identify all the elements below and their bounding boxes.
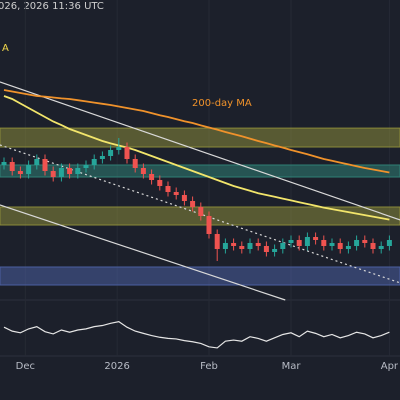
candle-body (83, 165, 89, 168)
candle-body (1, 162, 7, 165)
candle-body (173, 192, 179, 195)
candle-body (280, 243, 286, 249)
timestamp: 026, 2026 11:36 UTC (0, 1, 104, 12)
zone (0, 164, 400, 178)
candle-body (313, 237, 319, 240)
candle-body (157, 180, 163, 186)
candle-body (329, 243, 335, 246)
moving-average (3, 95, 390, 221)
candle-body (116, 147, 122, 150)
candle-body (198, 207, 204, 216)
candle-body (321, 240, 327, 246)
candle-body (17, 171, 23, 174)
candle-body (239, 246, 245, 249)
candle-body (58, 168, 64, 177)
candle-body (370, 243, 376, 249)
candle-body (124, 147, 130, 159)
x-tick-label: Apr (381, 361, 399, 372)
candle-body (345, 246, 351, 249)
annotation: A (2, 43, 9, 54)
candle-body (34, 159, 40, 165)
candle-body (190, 201, 196, 207)
candle-body (231, 243, 237, 246)
candle-body (50, 171, 56, 177)
candle-body (337, 243, 343, 249)
candle-body (263, 246, 269, 252)
x-tick-label: 2026 (104, 361, 129, 372)
candle-body (255, 243, 261, 246)
candle-body (9, 162, 15, 171)
candle-body (108, 150, 114, 156)
candle-body (149, 174, 155, 180)
candle-body (140, 168, 146, 174)
rsi-line (3, 320, 390, 349)
trendline (0, 81, 400, 221)
annotation: 200-day MA (192, 98, 252, 109)
candle-body (362, 240, 368, 243)
moving-average (3, 89, 390, 174)
candle-body (222, 243, 228, 249)
candle-body (206, 216, 212, 234)
x-tick-label: Dec (16, 361, 35, 372)
zone (0, 127, 400, 148)
candle-body (26, 165, 32, 174)
candle-body (214, 234, 220, 249)
candle-body (42, 159, 48, 171)
candle-body (247, 243, 253, 249)
candle-body (296, 240, 302, 246)
candle-body (288, 240, 294, 243)
zone (0, 266, 400, 286)
candle-body (354, 240, 360, 246)
candle-body (99, 156, 105, 159)
candle-body (386, 240, 392, 246)
candle-body (132, 159, 138, 168)
candle-body (272, 249, 278, 252)
x-tick-label: Mar (282, 361, 302, 372)
candle-body (304, 237, 310, 246)
trendline (0, 204, 286, 301)
candle-body (91, 159, 97, 165)
candle-body (67, 168, 73, 174)
candle-body (165, 186, 171, 192)
candle-body (181, 195, 187, 201)
candle-body (378, 246, 384, 249)
x-tick-label: Feb (200, 361, 218, 372)
candle-body (75, 168, 81, 174)
